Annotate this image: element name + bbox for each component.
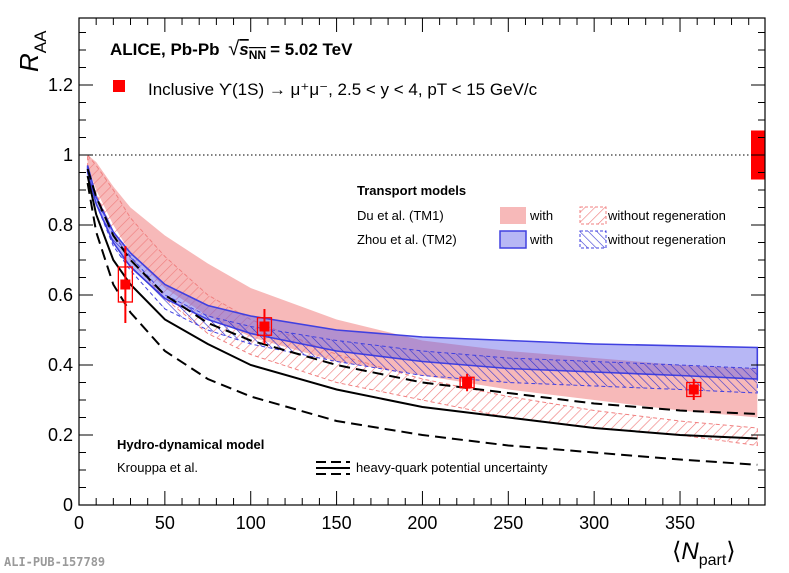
tm2-with-label: with — [529, 232, 553, 247]
hydro-central-curve — [86, 175, 758, 440]
chart-title: ALICE, Pb-Pb √sNN = 5.02 TeV — [110, 38, 353, 62]
data-points — [117, 246, 702, 400]
tm2-without-band — [87, 165, 758, 394]
data-point — [117, 246, 134, 323]
hydro-curves — [86, 168, 758, 466]
x-tick-label: 350 — [665, 513, 695, 533]
x-tick-label: 150 — [322, 513, 352, 533]
data-point — [256, 309, 273, 344]
data-marker — [688, 384, 699, 395]
syst-error-box — [256, 317, 273, 336]
hydro-legend-title: Hydro-dynamical model — [117, 437, 264, 452]
hydro-upper-dashed-curve — [86, 168, 758, 415]
tm1-without-band — [87, 153, 758, 447]
data-point — [686, 379, 702, 400]
hydro-legend-name: Krouppa et al. — [117, 460, 198, 475]
x-tick-label: 300 — [579, 513, 609, 533]
y-axis-title: RAA — [14, 30, 50, 72]
x-axis-title: ⟨Npart⟩ — [672, 538, 736, 569]
x-axis-ticks: 0 50 100 150 200 250 300 350 — [74, 18, 750, 533]
tm1-with-swatch — [500, 207, 526, 224]
y-tick-label: 0.2 — [48, 425, 73, 445]
y-tick-label: 0.6 — [48, 285, 73, 305]
y-tick-label: 1 — [63, 145, 73, 165]
model-bands — [86, 153, 759, 447]
tm1-without-swatch — [579, 206, 607, 225]
tm2-without-swatch — [579, 230, 607, 249]
publication-id: ALI-PUB-157789 — [4, 555, 105, 569]
syst-error-box — [459, 376, 475, 389]
y-axis-ticks: 0 0.2 0.4 0.6 0.8 1 1.2 — [48, 32, 765, 515]
x-tick-label: 250 — [493, 513, 523, 533]
tm2-legend-name: Zhou et al. (TM2) — [357, 232, 457, 247]
syst-error-box — [686, 381, 702, 398]
tm2-with-swatch — [499, 230, 527, 249]
data-marker — [462, 377, 473, 388]
x-tick-label: 100 — [236, 513, 266, 533]
x-tick-label: 50 — [155, 513, 175, 533]
tm1-legend-name: Du et al. (TM1) — [357, 208, 444, 223]
y-tick-label: 0.4 — [48, 355, 73, 375]
hydro-legend-swatch — [316, 461, 350, 475]
data-legend-marker — [113, 80, 125, 92]
hydro-lower-dashed-curve — [86, 182, 758, 466]
y-tick-label: 1.2 — [48, 75, 73, 95]
tm1-without-label: without regeneration — [607, 208, 726, 223]
y-tick-label: 0.8 — [48, 215, 73, 235]
x-tick-label: 0 — [74, 513, 84, 533]
data-marker — [259, 321, 270, 332]
data-legend-label: Inclusive ϒ(1S) → μ⁺μ⁻, 2.5 < y < 4, pT … — [148, 80, 538, 99]
syst-error-box — [117, 266, 134, 303]
y-tick-label: 0 — [63, 495, 73, 515]
data-marker — [120, 279, 131, 290]
hydro-legend-label: heavy-quark potential uncertainty — [356, 460, 548, 475]
tm2-without-label: without regeneration — [607, 232, 726, 247]
tm1-with-label: with — [529, 208, 553, 223]
transport-legend-title: Transport models — [357, 183, 466, 198]
data-point — [459, 373, 475, 392]
x-tick-label: 200 — [407, 513, 437, 533]
